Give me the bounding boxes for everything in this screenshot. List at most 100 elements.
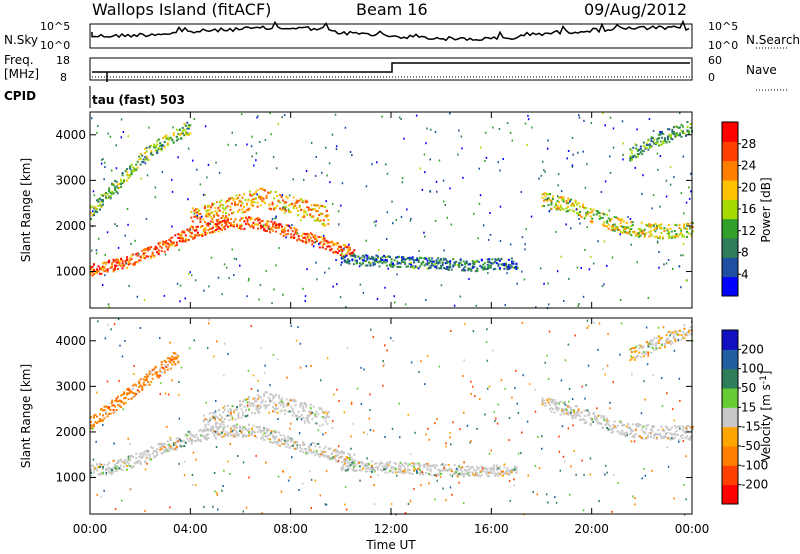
- data-cell: [208, 227, 211, 230]
- data-cell: [321, 238, 324, 241]
- data-cell: [657, 237, 660, 240]
- data-cell: [603, 418, 606, 421]
- data-cell: [401, 261, 403, 263]
- data-cell: [181, 129, 184, 132]
- data-cell: [165, 448, 168, 451]
- data-cell: [166, 368, 169, 371]
- data-cell: [607, 227, 610, 230]
- data-cell: [654, 227, 657, 230]
- data-cell: [163, 364, 166, 367]
- data-cell: [458, 472, 461, 475]
- data-cell: [243, 398, 246, 401]
- data-cell: [235, 203, 238, 206]
- data-cell: [335, 453, 338, 456]
- data-cell: [586, 327, 588, 329]
- data-cell: [126, 256, 129, 259]
- data-cell: [93, 273, 95, 276]
- data-cell: [377, 261, 379, 264]
- data-cell: [499, 169, 501, 172]
- data-cell: [229, 205, 232, 208]
- data-cell: [483, 266, 486, 269]
- data-cell: [323, 234, 325, 237]
- data-cell: [114, 399, 117, 402]
- data-cell: [404, 261, 406, 264]
- data-cell: [259, 187, 262, 190]
- data-cell: [665, 179, 668, 182]
- data-cell: [348, 243, 350, 246]
- data-cell: [324, 503, 326, 506]
- data-cell: [139, 327, 142, 329]
- data-cell: [306, 206, 309, 209]
- data-cell: [579, 415, 582, 418]
- data-cell: [628, 427, 631, 430]
- data-cell: [561, 196, 564, 199]
- data-cell: [267, 191, 270, 194]
- data-cell: [160, 147, 163, 150]
- data-cell: [229, 473, 231, 475]
- data-cell: [319, 494, 321, 497]
- data-cell: [652, 194, 655, 197]
- data-cell: [184, 234, 187, 237]
- data-cell: [621, 432, 624, 435]
- data-cell: [234, 203, 236, 206]
- data-cell: [273, 197, 276, 200]
- data-cell: [230, 412, 232, 415]
- data-cell: [583, 419, 586, 422]
- data-cell: [102, 262, 104, 265]
- data-cell: [346, 464, 349, 467]
- data-cell: [422, 464, 425, 467]
- data-cell: [233, 274, 235, 276]
- colorbar-swatch: [722, 199, 738, 220]
- data-cell: [97, 200, 100, 203]
- data-cell: [411, 266, 414, 269]
- data-cell: [126, 266, 129, 269]
- data-cell: [126, 468, 129, 471]
- data-cell: [376, 161, 378, 164]
- data-cell: [268, 227, 271, 230]
- data-cell: [278, 225, 281, 228]
- data-cell: [90, 474, 92, 477]
- data-cell: [426, 267, 429, 270]
- data-cell: [255, 152, 258, 155]
- data-cell: [272, 410, 275, 413]
- data-cell: [354, 462, 357, 465]
- data-cell: [154, 372, 157, 375]
- data-cell: [638, 152, 641, 155]
- data-cell: [464, 263, 467, 265]
- data-cell: [180, 240, 183, 243]
- data-cell: [495, 465, 498, 468]
- colorbar-swatch: [722, 465, 738, 486]
- data-cell: [684, 432, 687, 434]
- data-cell: [111, 401, 114, 404]
- data-cell: [435, 464, 438, 467]
- data-cell: [222, 426, 225, 429]
- data-cell: [166, 440, 169, 443]
- data-cell: [114, 467, 117, 470]
- data-cell: [365, 185, 368, 188]
- data-cell: [517, 411, 520, 414]
- data-cell: [429, 468, 432, 471]
- data-cell: [470, 440, 472, 443]
- data-cell: [651, 207, 653, 210]
- data-cell: [401, 258, 403, 261]
- data-cell: [171, 241, 174, 244]
- data-cell: [618, 420, 621, 423]
- data-cell: [509, 469, 512, 472]
- data-cell: [485, 156, 488, 159]
- data-cell: [341, 450, 344, 453]
- data-cell: [257, 394, 260, 397]
- data-cell: [419, 465, 422, 468]
- data-cell: [627, 422, 630, 425]
- data-cell: [138, 158, 141, 161]
- data-cell: [165, 240, 168, 243]
- data-cell: [435, 262, 438, 264]
- data-cell: [303, 241, 306, 243]
- data-cell: [610, 225, 613, 228]
- data-cell: [111, 183, 114, 186]
- data-cell: [201, 434, 204, 437]
- data-cell: [606, 225, 609, 228]
- data-cell: [370, 328, 372, 331]
- data-cell: [304, 199, 307, 202]
- data-cell: [284, 412, 287, 415]
- data-cell: [195, 440, 198, 442]
